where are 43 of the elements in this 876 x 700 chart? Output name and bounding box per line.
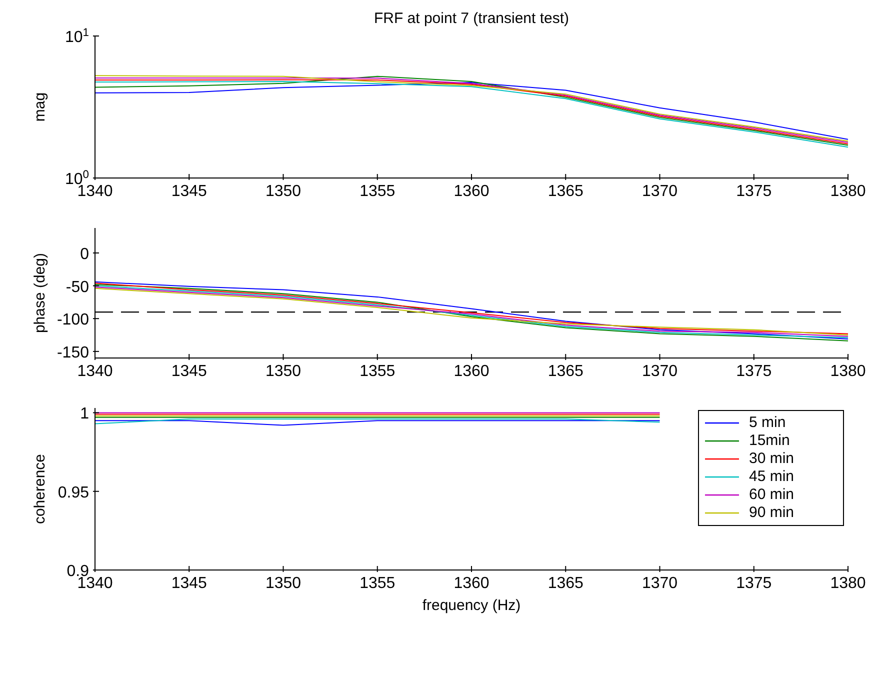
y-tick-label: -50	[66, 278, 90, 296]
legend-label: 5 min	[749, 414, 786, 432]
legend-label: 30 min	[749, 450, 794, 468]
x-tick-label: 1355	[360, 575, 396, 592]
x-tick-label: 1375	[736, 183, 772, 200]
x-tick-label: 1370	[642, 575, 678, 592]
x-tick-label: 1350	[265, 363, 302, 380]
x-tick-label: 1375	[736, 575, 772, 592]
x-tick-label: 1345	[171, 575, 208, 592]
x-tick-label: 1350	[265, 575, 302, 592]
legend-label: 90 min	[749, 504, 794, 522]
x-tick-label: 1365	[548, 183, 584, 200]
y-tick-label: -150	[56, 344, 90, 362]
x-tick-label: 1355	[360, 183, 396, 200]
x-tick-label: 1360	[454, 363, 490, 380]
y-axis-title: mag	[31, 92, 48, 122]
x-tick-label: 1350	[265, 183, 302, 200]
y-axis-title: phase (deg)	[31, 252, 48, 334]
x-tick-label: 1370	[642, 183, 678, 200]
y-tick-label: 1	[80, 406, 90, 423]
x-tick-label: 1375	[736, 363, 772, 380]
chart-title: FRF at point 7 (transient test)	[372, 10, 570, 27]
legend-label: 15min	[749, 432, 790, 450]
y-tick-label: -100	[56, 312, 90, 329]
y-tick-label: 10$^{1}$	[64, 27, 89, 46]
x-tick-label: 1365	[548, 575, 584, 592]
x-tick-label: 1380	[830, 183, 866, 200]
legend-label: 45 min	[749, 468, 794, 486]
x-tick-label: 1360	[454, 575, 490, 592]
x-tick-label: 1365	[548, 363, 584, 380]
x-tick-label: 1380	[830, 363, 866, 380]
y-tick-label: 0.95	[58, 484, 90, 502]
x-tick-label: 1360	[454, 183, 490, 200]
x-tick-label: 1340	[77, 363, 113, 380]
x-tick-label: 1355	[360, 363, 396, 380]
y-axis-title: coherence	[31, 454, 48, 524]
x-axis-title: frequency (Hz)	[422, 597, 521, 614]
x-tick-label: 1370	[642, 363, 678, 380]
legend-label: 60 min	[749, 486, 794, 504]
y-tick-label: 0	[80, 246, 90, 263]
x-tick-label: 1345	[171, 363, 208, 380]
x-tick-label: 1380	[830, 575, 866, 592]
x-tick-label: 1345	[171, 183, 208, 200]
